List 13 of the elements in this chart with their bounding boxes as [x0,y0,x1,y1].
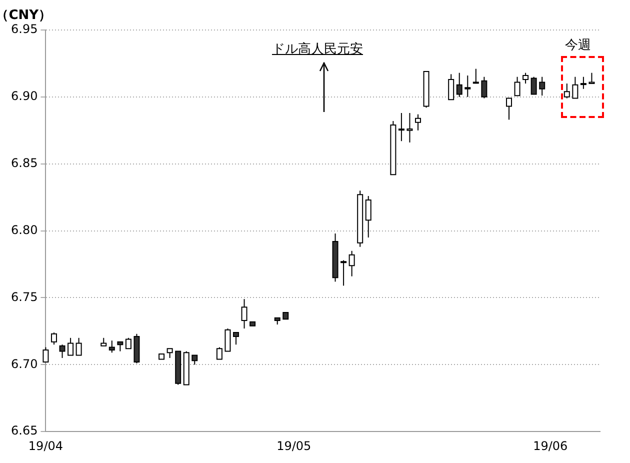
y-tick-label: 6.70 [11,356,38,371]
annotation: ドル高人民元安 [272,41,363,58]
y-axis-title: （CNY） [0,7,52,24]
y-tick-label: 6.95 [11,22,38,36]
y-tick-label: 6.80 [11,222,38,237]
annotation: 今週 [564,37,591,54]
y-tick-label: 6.90 [11,89,38,104]
x-tick-label: 19/05 [276,438,312,453]
x-tick-label: 19/06 [533,438,568,453]
x-tick-label: 19/04 [28,438,64,453]
y-tick-label: 6.65 [11,424,38,438]
y-tick-label: 6.85 [11,156,38,170]
y-tick-label: 6.75 [11,290,38,304]
